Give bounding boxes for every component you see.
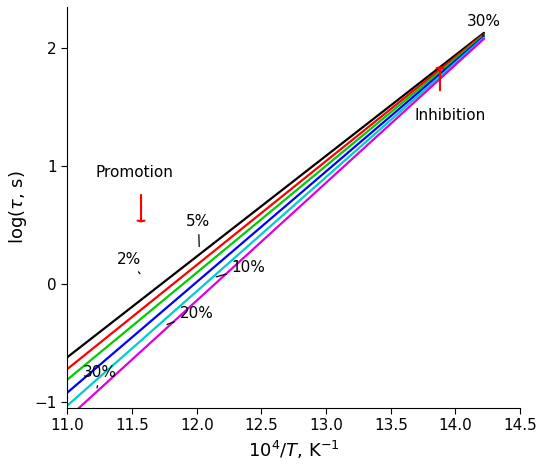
Text: 30%: 30% — [467, 14, 501, 36]
Text: 20%: 20% — [167, 306, 214, 324]
Text: 2%: 2% — [116, 252, 141, 274]
Text: 10%: 10% — [216, 260, 265, 277]
Text: Promotion: Promotion — [96, 165, 174, 180]
Y-axis label: log($\tau$, s): log($\tau$, s) — [7, 171, 29, 244]
Text: Inhibition: Inhibition — [414, 108, 485, 123]
Text: 5%: 5% — [187, 214, 211, 247]
X-axis label: $10^4/T$, K$^{-1}$: $10^4/T$, K$^{-1}$ — [248, 439, 339, 461]
Text: 30%: 30% — [83, 365, 117, 388]
